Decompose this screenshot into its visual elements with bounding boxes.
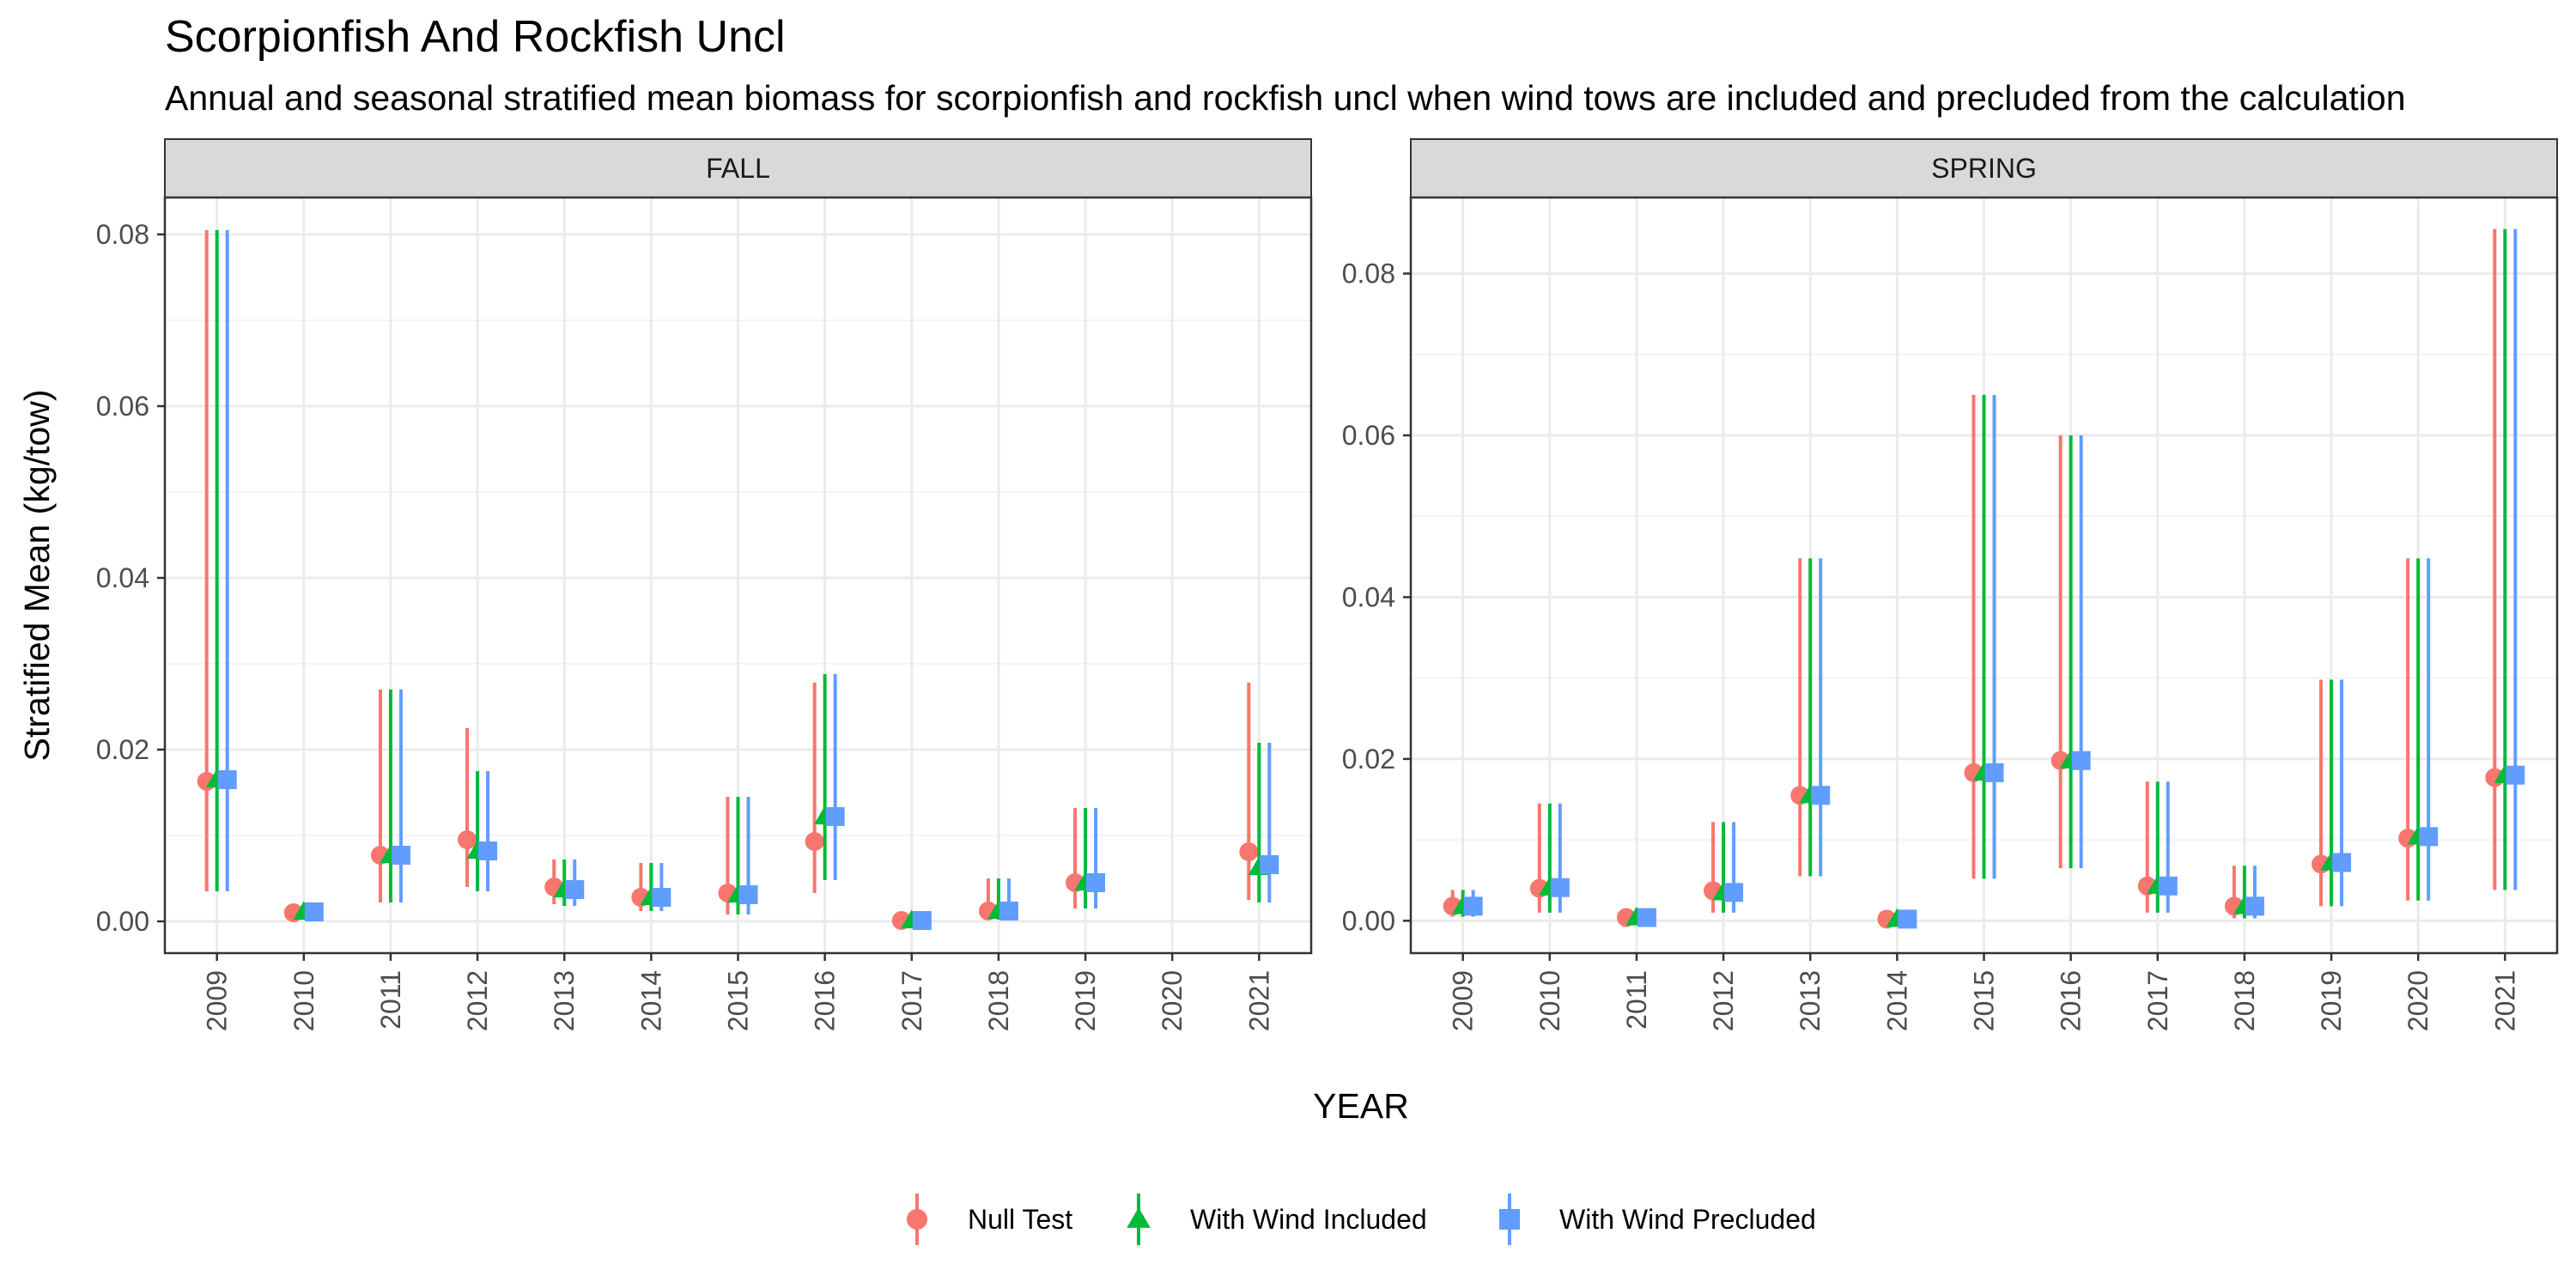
x-tick-label: 2014 — [635, 970, 666, 1031]
x-tick-label: 2013 — [549, 970, 580, 1031]
legend-item: With Wind Precluded — [1499, 1194, 1816, 1245]
data-point — [1463, 896, 1483, 916]
x-tick-label: 2012 — [1708, 970, 1739, 1031]
x-tick-label: 2015 — [1969, 970, 2000, 1031]
y-tick-label: 0.02 — [1342, 744, 1395, 775]
data-point — [1898, 909, 1917, 929]
facet-panel-fall: FALL 0.00 0.02 0.04 0.06 0.08 2009 2010 2011 2012… — [96, 138, 1313, 1031]
x-tick-label: 2021 — [2489, 970, 2520, 1031]
data-point — [738, 885, 758, 904]
series-with-wind-included — [206, 230, 1270, 929]
legend: Null Test With Wind Included With Wind Pre… — [907, 1194, 1816, 1245]
data-point — [2332, 853, 2352, 872]
series-with-wind-precluded — [217, 230, 1279, 930]
x-tick-label: 2020 — [1157, 970, 1188, 1031]
legend-label: With Wind Precluded — [1559, 1204, 1816, 1235]
y-tick-label: 0.06 — [1342, 420, 1395, 451]
x-axis: 2009 2010 2011 2012 2013 2014 2015 2016 2017 2018… — [1448, 953, 2520, 1031]
data-point — [478, 841, 498, 860]
data-point — [2071, 750, 2091, 770]
data-point — [1984, 762, 2004, 782]
x-tick-label: 2016 — [2056, 970, 2087, 1031]
y-tick-label: 0.04 — [1342, 581, 1395, 612]
y-tick-label: 0.00 — [96, 906, 149, 937]
data-point — [1811, 786, 1831, 805]
series-with-wind-precluded — [1463, 228, 2525, 929]
y-tick-label: 0.04 — [96, 562, 149, 593]
y-tick-label: 0.02 — [96, 734, 149, 765]
data-point — [391, 846, 410, 865]
data-point — [1260, 855, 1279, 874]
x-tick-label: 2015 — [723, 970, 754, 1031]
x-tick-label: 2012 — [462, 970, 493, 1031]
data-point — [217, 770, 237, 789]
data-point — [1550, 878, 1570, 897]
data-point — [805, 832, 824, 851]
data-point — [2419, 827, 2439, 847]
x-tick-label: 2011 — [1621, 970, 1652, 1030]
data-point — [565, 880, 585, 899]
legend-item: Null Test — [907, 1194, 1072, 1245]
y-axis: 0.00 0.02 0.04 0.06 0.08 — [1342, 258, 1411, 936]
x-tick-label: 2017 — [896, 970, 927, 1031]
y-tick-label: 0.08 — [96, 219, 149, 250]
facet-strip — [164, 138, 1312, 198]
x-tick-label: 2011 — [375, 970, 406, 1030]
y-axis: 0.00 0.02 0.04 0.06 0.08 — [96, 219, 165, 937]
data-point — [1724, 883, 1744, 902]
data-point — [652, 888, 671, 907]
x-axis-title: YEAR — [1313, 1086, 1409, 1126]
data-point — [1637, 908, 1656, 927]
x-tick-label: 2019 — [1070, 970, 1101, 1031]
x-tick-label: 2009 — [202, 970, 233, 1031]
x-tick-label: 2016 — [810, 970, 841, 1031]
x-tick-label: 2010 — [1534, 970, 1565, 1031]
data-point — [1239, 842, 1259, 861]
y-tick-label: 0.06 — [96, 391, 149, 422]
data-point — [912, 911, 932, 930]
x-tick-label: 2010 — [289, 970, 319, 1031]
legend-item: With Wind Included — [1127, 1194, 1427, 1245]
x-tick-label: 2021 — [1243, 970, 1274, 1031]
facet-panels: FALL 0.00 0.02 0.04 0.06 0.08 2009 2010 2011 2012… — [96, 138, 2559, 1031]
facet-strip-label: FALL — [706, 153, 770, 184]
x-tick-label: 2013 — [1795, 970, 1826, 1031]
legend-key-marker — [1499, 1209, 1520, 1230]
legend-label: With Wind Included — [1190, 1204, 1427, 1235]
legend-label: Null Test — [968, 1204, 1072, 1235]
data-point — [458, 830, 477, 849]
data-point — [2245, 896, 2264, 916]
data-point — [2158, 876, 2178, 896]
legend-key-marker — [907, 1209, 927, 1230]
y-tick-label: 0.08 — [1342, 258, 1395, 289]
facet-strip-label: SPRING — [1931, 153, 2037, 184]
x-axis: 2009 2010 2011 2012 2013 2014 2015 2016 2017 2018… — [202, 953, 1274, 1031]
x-tick-label: 2014 — [1881, 970, 1912, 1031]
data-point — [304, 902, 324, 921]
y-tick-label: 0.00 — [1342, 905, 1395, 936]
x-tick-label: 2018 — [2229, 970, 2260, 1031]
data-point — [999, 902, 1018, 920]
x-tick-label: 2018 — [983, 970, 1014, 1031]
facet-strip — [1410, 138, 2558, 198]
chart-title: Scorpionfish And Rockfish Uncl — [165, 12, 786, 62]
series-null-test — [1443, 228, 2505, 929]
chart-subtitle: Annual and seasonal stratified mean biom… — [165, 78, 2406, 118]
data-point — [825, 807, 845, 826]
legend-key-marker — [1127, 1207, 1151, 1228]
data-point — [2506, 765, 2525, 785]
x-tick-label: 2019 — [2316, 970, 2347, 1031]
series-null-test — [197, 230, 1259, 930]
x-tick-label: 2009 — [1448, 970, 1479, 1031]
x-tick-label: 2020 — [2403, 970, 2433, 1031]
y-axis-title: Stratified Mean (kg/tow) — [17, 390, 57, 762]
data-point — [1086, 873, 1106, 892]
x-tick-label: 2017 — [2142, 970, 2173, 1031]
